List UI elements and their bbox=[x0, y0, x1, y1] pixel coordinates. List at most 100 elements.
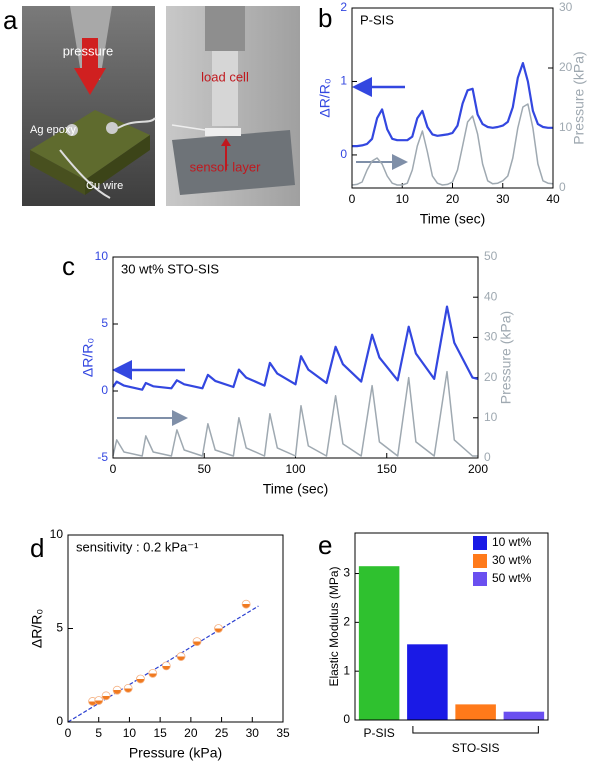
y2-axis-label: Pressure (kPa) bbox=[571, 51, 587, 144]
panel-letter: c bbox=[62, 251, 75, 281]
x-axis-label: Pressure (kPa) bbox=[129, 745, 222, 761]
y-tick-label: 1 bbox=[343, 663, 350, 677]
y-tick-label: 0 bbox=[340, 147, 347, 161]
group-label: STO-SIS bbox=[452, 741, 500, 755]
panel-letter: a bbox=[3, 5, 18, 35]
series-line bbox=[112, 305, 479, 391]
data-point bbox=[176, 652, 186, 661]
x-tick-label: 30 bbox=[246, 726, 260, 740]
y-tick-label: 0 bbox=[343, 712, 350, 726]
photo-label: Cu wire bbox=[86, 180, 123, 192]
y2-tick-label: 10 bbox=[484, 410, 498, 424]
y2-tick-label: 30 bbox=[484, 330, 498, 344]
bar bbox=[407, 644, 448, 720]
y-tick-label: 5 bbox=[56, 621, 63, 635]
data-point bbox=[112, 685, 122, 695]
y2-tick-label: 20 bbox=[559, 60, 573, 74]
x-tick-label: 25 bbox=[215, 726, 229, 740]
y-tick-label: 2 bbox=[343, 615, 350, 629]
photo-schematic bbox=[22, 6, 156, 206]
legend-label: 30 wt% bbox=[492, 553, 532, 567]
panel-letter: d bbox=[30, 533, 44, 563]
data-point bbox=[136, 674, 145, 684]
data-point bbox=[148, 668, 158, 678]
x-tick-label: 0 bbox=[349, 192, 356, 206]
legend-swatch bbox=[473, 536, 487, 550]
y2-tick-label: 10 bbox=[559, 120, 573, 134]
y-tick-label: -5 bbox=[97, 450, 108, 464]
y-axis-label: Elastic Modulus (MPa) bbox=[327, 566, 341, 686]
series-line bbox=[352, 62, 553, 148]
x-tick-label: 35 bbox=[276, 726, 290, 740]
x-tick-label: 5 bbox=[95, 726, 102, 740]
photo-label: sensor layer bbox=[190, 159, 261, 174]
y-tick-label: 10 bbox=[95, 249, 109, 263]
y-axis-label: ΔR/R₀ bbox=[80, 338, 96, 377]
x-tick-label: 50 bbox=[198, 462, 212, 476]
bar bbox=[503, 711, 545, 720]
panel-letter: b bbox=[318, 3, 332, 33]
data-point bbox=[214, 624, 223, 633]
y-tick-label: 5 bbox=[101, 316, 108, 330]
x-tick-label: 40 bbox=[546, 192, 560, 206]
y-tick-label: 1 bbox=[340, 74, 347, 88]
annotation: 30 wt% STO-SIS bbox=[121, 261, 219, 276]
y-axis-label: ΔR/R₀ bbox=[29, 609, 45, 648]
group-bracket bbox=[412, 726, 539, 734]
x-tick-label: 20 bbox=[184, 726, 198, 740]
y-tick-label: 10 bbox=[50, 527, 64, 541]
x-tick-label: 150 bbox=[377, 462, 397, 476]
annotation: P-SIS bbox=[360, 12, 394, 27]
x-tick-label: 30 bbox=[496, 192, 510, 206]
x-axis-label: Time (sec) bbox=[263, 481, 329, 497]
x-tick-label: 10 bbox=[396, 192, 410, 206]
x-tick-label: P-SIS bbox=[363, 726, 394, 740]
x-tick-label: 100 bbox=[285, 462, 305, 476]
x-tick-label: 15 bbox=[153, 726, 167, 740]
annotation-arrows bbox=[112, 77, 408, 426]
data-point bbox=[161, 661, 171, 671]
data-point bbox=[123, 683, 133, 693]
data-point bbox=[101, 691, 111, 701]
bar bbox=[455, 704, 496, 720]
x-axis-label: Time (sec) bbox=[420, 211, 486, 227]
y2-tick-label: 40 bbox=[484, 289, 498, 303]
series-line bbox=[112, 370, 478, 457]
annotation: sensitivity : 0.2 kPa⁻¹ bbox=[76, 539, 199, 554]
x-tick-label: 20 bbox=[446, 192, 460, 206]
photo-label: load cell bbox=[201, 69, 249, 84]
photo-label: pressure bbox=[63, 43, 114, 58]
data-point bbox=[192, 637, 202, 646]
y-tick-label: 0 bbox=[101, 383, 108, 397]
x-tick-label: 200 bbox=[468, 462, 488, 476]
y-axis-label: ΔR/R₀ bbox=[317, 78, 333, 117]
data-point bbox=[241, 599, 251, 609]
legend-swatch bbox=[473, 554, 487, 568]
bar bbox=[358, 566, 400, 720]
x-tick-label: 10 bbox=[123, 726, 137, 740]
legend-swatch bbox=[473, 572, 487, 586]
y2-axis-label: Pressure (kPa) bbox=[498, 311, 514, 404]
panel-letter: e bbox=[318, 530, 332, 560]
y2-tick-label: 20 bbox=[484, 370, 498, 384]
axis-frame bbox=[354, 532, 549, 721]
x-tick-label: 0 bbox=[65, 726, 72, 740]
legend-label: 50 wt% bbox=[492, 571, 532, 585]
photo-label: Ag epoxy bbox=[30, 124, 76, 136]
y2-tick-label: 0 bbox=[559, 180, 566, 194]
y-tick-label: 2 bbox=[340, 0, 347, 14]
y2-tick-label: 50 bbox=[484, 249, 498, 263]
axis-frame bbox=[351, 7, 554, 189]
legend-label: 10 wt% bbox=[492, 535, 532, 549]
y-tick-label: 0 bbox=[56, 714, 63, 728]
photo-setup bbox=[166, 6, 300, 206]
y-tick-label: 3 bbox=[343, 566, 350, 580]
axis-frame bbox=[112, 256, 479, 459]
data-point bbox=[94, 696, 104, 705]
x-tick-label: 0 bbox=[110, 462, 117, 476]
series-line bbox=[351, 103, 554, 186]
axis-frame bbox=[67, 534, 284, 723]
y2-tick-label: 30 bbox=[559, 0, 573, 14]
